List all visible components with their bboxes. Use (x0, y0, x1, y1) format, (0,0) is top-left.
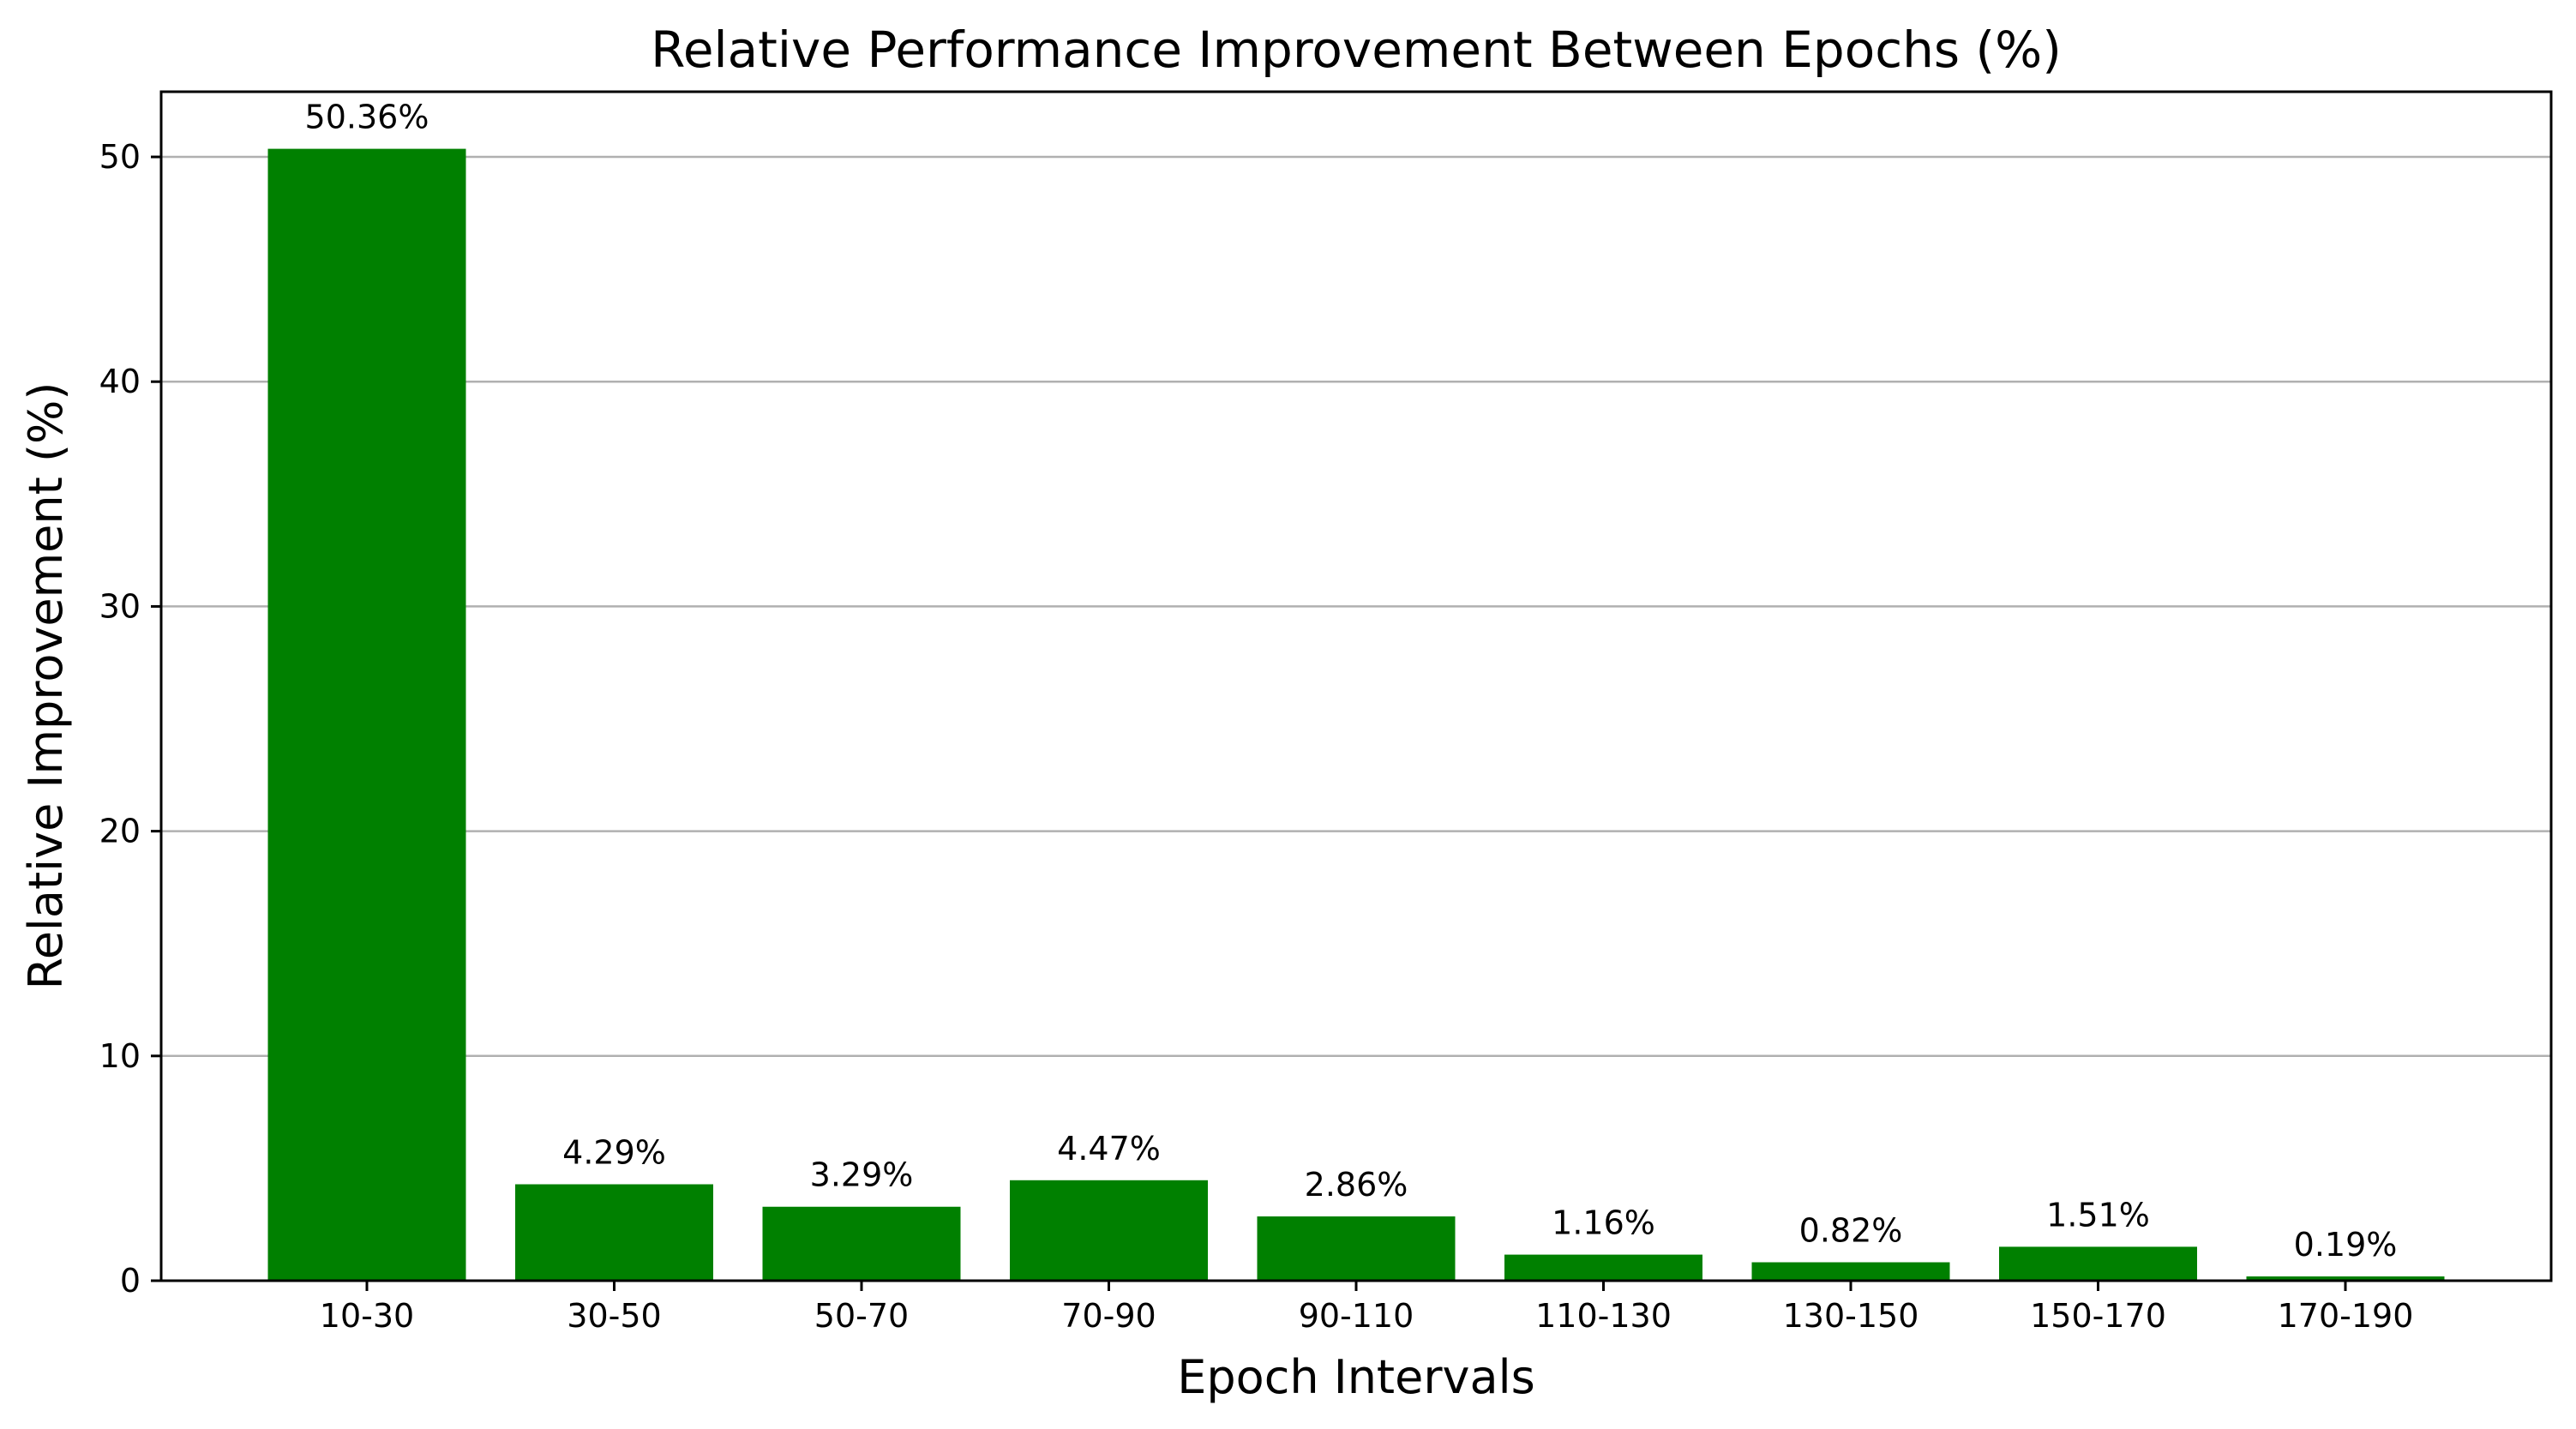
bars (267, 148, 2445, 1282)
bar-30-50 (515, 1184, 713, 1281)
x-tick-label: 50-70 (814, 1297, 909, 1335)
data-label-110-130: 1.16% (1552, 1204, 1655, 1242)
y-tick-label: 50 (99, 138, 141, 176)
data-label-10-30: 50.36% (305, 99, 429, 136)
data-label-70-90: 4.47% (1057, 1130, 1161, 1168)
bar-110-130 (1504, 1254, 1702, 1281)
bar-130-150 (1751, 1262, 1950, 1281)
bar-10-30 (267, 148, 466, 1282)
data-labels: 50.36% 4.29% 3.29% 4.47% 2.86% 1.16% 0.82% 1.51… (305, 99, 2398, 1264)
bar-150-170 (1999, 1246, 2197, 1281)
x-tick-label: 70-90 (1061, 1297, 1156, 1335)
y-tick-label: 10 (99, 1037, 141, 1075)
x-tick-label: 30-50 (567, 1297, 661, 1335)
bar-170-190 (2246, 1276, 2445, 1281)
y-tick-label: 0 (120, 1262, 141, 1300)
y-tick-label: 40 (99, 363, 141, 400)
y-axis-label: Relative Improvement (%) (19, 382, 73, 990)
y-axis-ticks: 0 10 20 30 40 50 (99, 138, 161, 1300)
data-label-50-70: 3.29% (810, 1156, 914, 1194)
x-tick-label: 170-190 (2278, 1297, 2414, 1335)
bar-50-70 (762, 1206, 961, 1281)
data-label-30-50: 4.29% (562, 1134, 666, 1172)
plot-frame (159, 90, 2553, 1282)
x-axis-ticks: 10-30 30-50 50-70 70-90 90-110 110-130 130-150… (320, 1281, 2414, 1335)
x-tick-label: 110-130 (1535, 1297, 1672, 1335)
x-axis-label: Epoch Intervals (1177, 1350, 1534, 1404)
bar-70-90 (1010, 1180, 1208, 1281)
data-label-130-150: 0.82% (1799, 1212, 1903, 1250)
x-tick-label: 90-110 (1299, 1297, 1414, 1335)
data-label-90-110: 2.86% (1305, 1166, 1408, 1204)
y-tick-label: 20 (99, 813, 141, 850)
x-tick-label: 150-170 (2030, 1297, 2166, 1335)
bar-90-110 (1257, 1216, 1456, 1281)
y-gridlines (161, 155, 2551, 1058)
data-label-150-170: 1.51% (2046, 1196, 2150, 1234)
data-label-170-190: 0.19% (2294, 1226, 2398, 1264)
x-tick-label: 130-150 (1783, 1297, 1919, 1335)
chart-title: Relative Performance Improvement Between… (651, 21, 2062, 79)
x-tick-label: 10-30 (320, 1297, 414, 1335)
y-tick-label: 30 (99, 587, 141, 625)
